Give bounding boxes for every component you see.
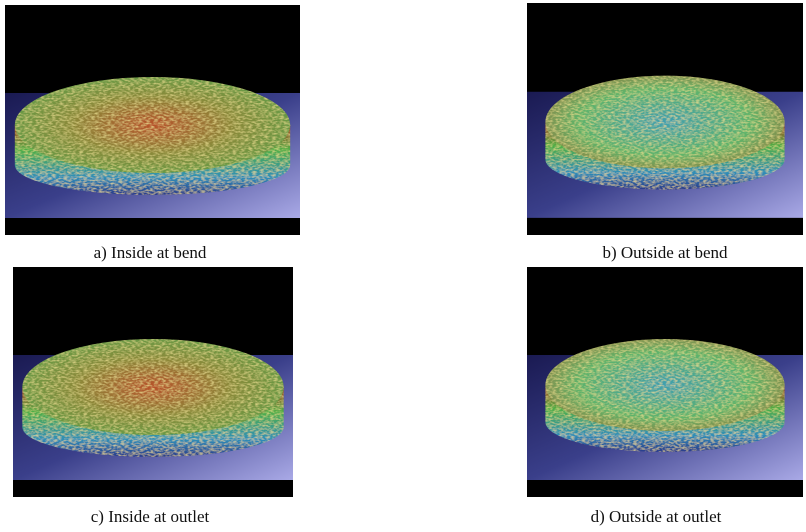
- surface-image: [527, 3, 803, 235]
- surface-image: [13, 267, 293, 497]
- caption: a) Inside at bend: [0, 243, 300, 263]
- caption: b) Outside at bend: [515, 243, 806, 263]
- surface-image: [5, 5, 300, 235]
- figure-page: a) Inside at bend b) Outside at bend c) …: [0, 0, 806, 532]
- surface-image: [527, 267, 803, 497]
- caption: d) Outside at outlet: [506, 507, 806, 527]
- caption: c) Inside at outlet: [0, 507, 300, 527]
